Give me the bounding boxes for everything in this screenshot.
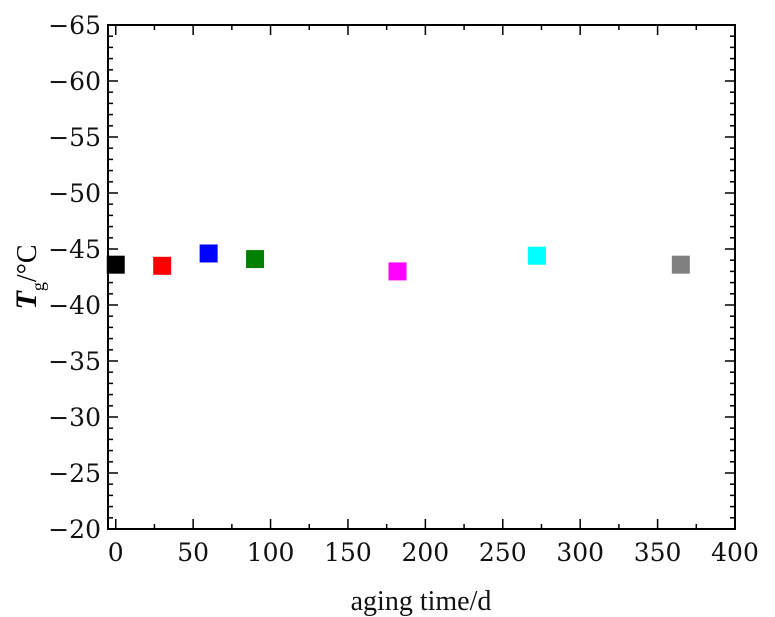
data-point: [106, 255, 125, 274]
data-point: [246, 250, 265, 269]
y-tick-label: −30: [48, 403, 101, 432]
x-tick-label: 350: [634, 538, 682, 567]
data-point: [388, 262, 407, 281]
y-tick-label: −25: [48, 459, 101, 488]
y-axis-unit: /°C: [12, 245, 43, 283]
y-axis-title: Tg/°C: [10, 245, 48, 310]
data-point: [199, 244, 218, 263]
x-tick-label: 50: [177, 538, 209, 567]
plot-frame: [107, 24, 736, 530]
x-tick-label: 150: [324, 538, 372, 567]
data-point: [153, 256, 172, 275]
y-axis-subscript: g: [28, 282, 48, 291]
x-tick-label: 200: [402, 538, 450, 567]
x-tick-labels: 0 50 100 150 200 250 300 350 400: [108, 538, 759, 567]
data-point: [671, 255, 690, 274]
y-axis-symbol: T: [10, 289, 43, 309]
x-tick-label: 400: [711, 538, 759, 567]
y-tick-label: −45: [48, 235, 101, 264]
x-tick-label: 100: [247, 538, 295, 567]
y-tick-label: −55: [48, 123, 101, 152]
axis-ticks: [108, 24, 736, 530]
x-tick-label: 0: [108, 538, 124, 567]
x-tick-label: 250: [479, 538, 527, 567]
y-tick-labels: −20 −25 −30 −35 −40 −45 −50 −55 −60 −65: [48, 11, 101, 544]
data-point: [527, 246, 546, 265]
data-points: [106, 244, 690, 281]
x-tick-label: 300: [556, 538, 604, 567]
y-tick-label: −50: [48, 179, 101, 208]
y-tick-label: −40: [48, 291, 101, 320]
y-tick-label: −65: [48, 11, 101, 40]
y-tick-label: −60: [48, 67, 101, 96]
y-tick-label: −35: [48, 347, 101, 376]
x-axis-title: aging time/d: [351, 586, 492, 617]
y-tick-label: −20: [48, 515, 101, 544]
